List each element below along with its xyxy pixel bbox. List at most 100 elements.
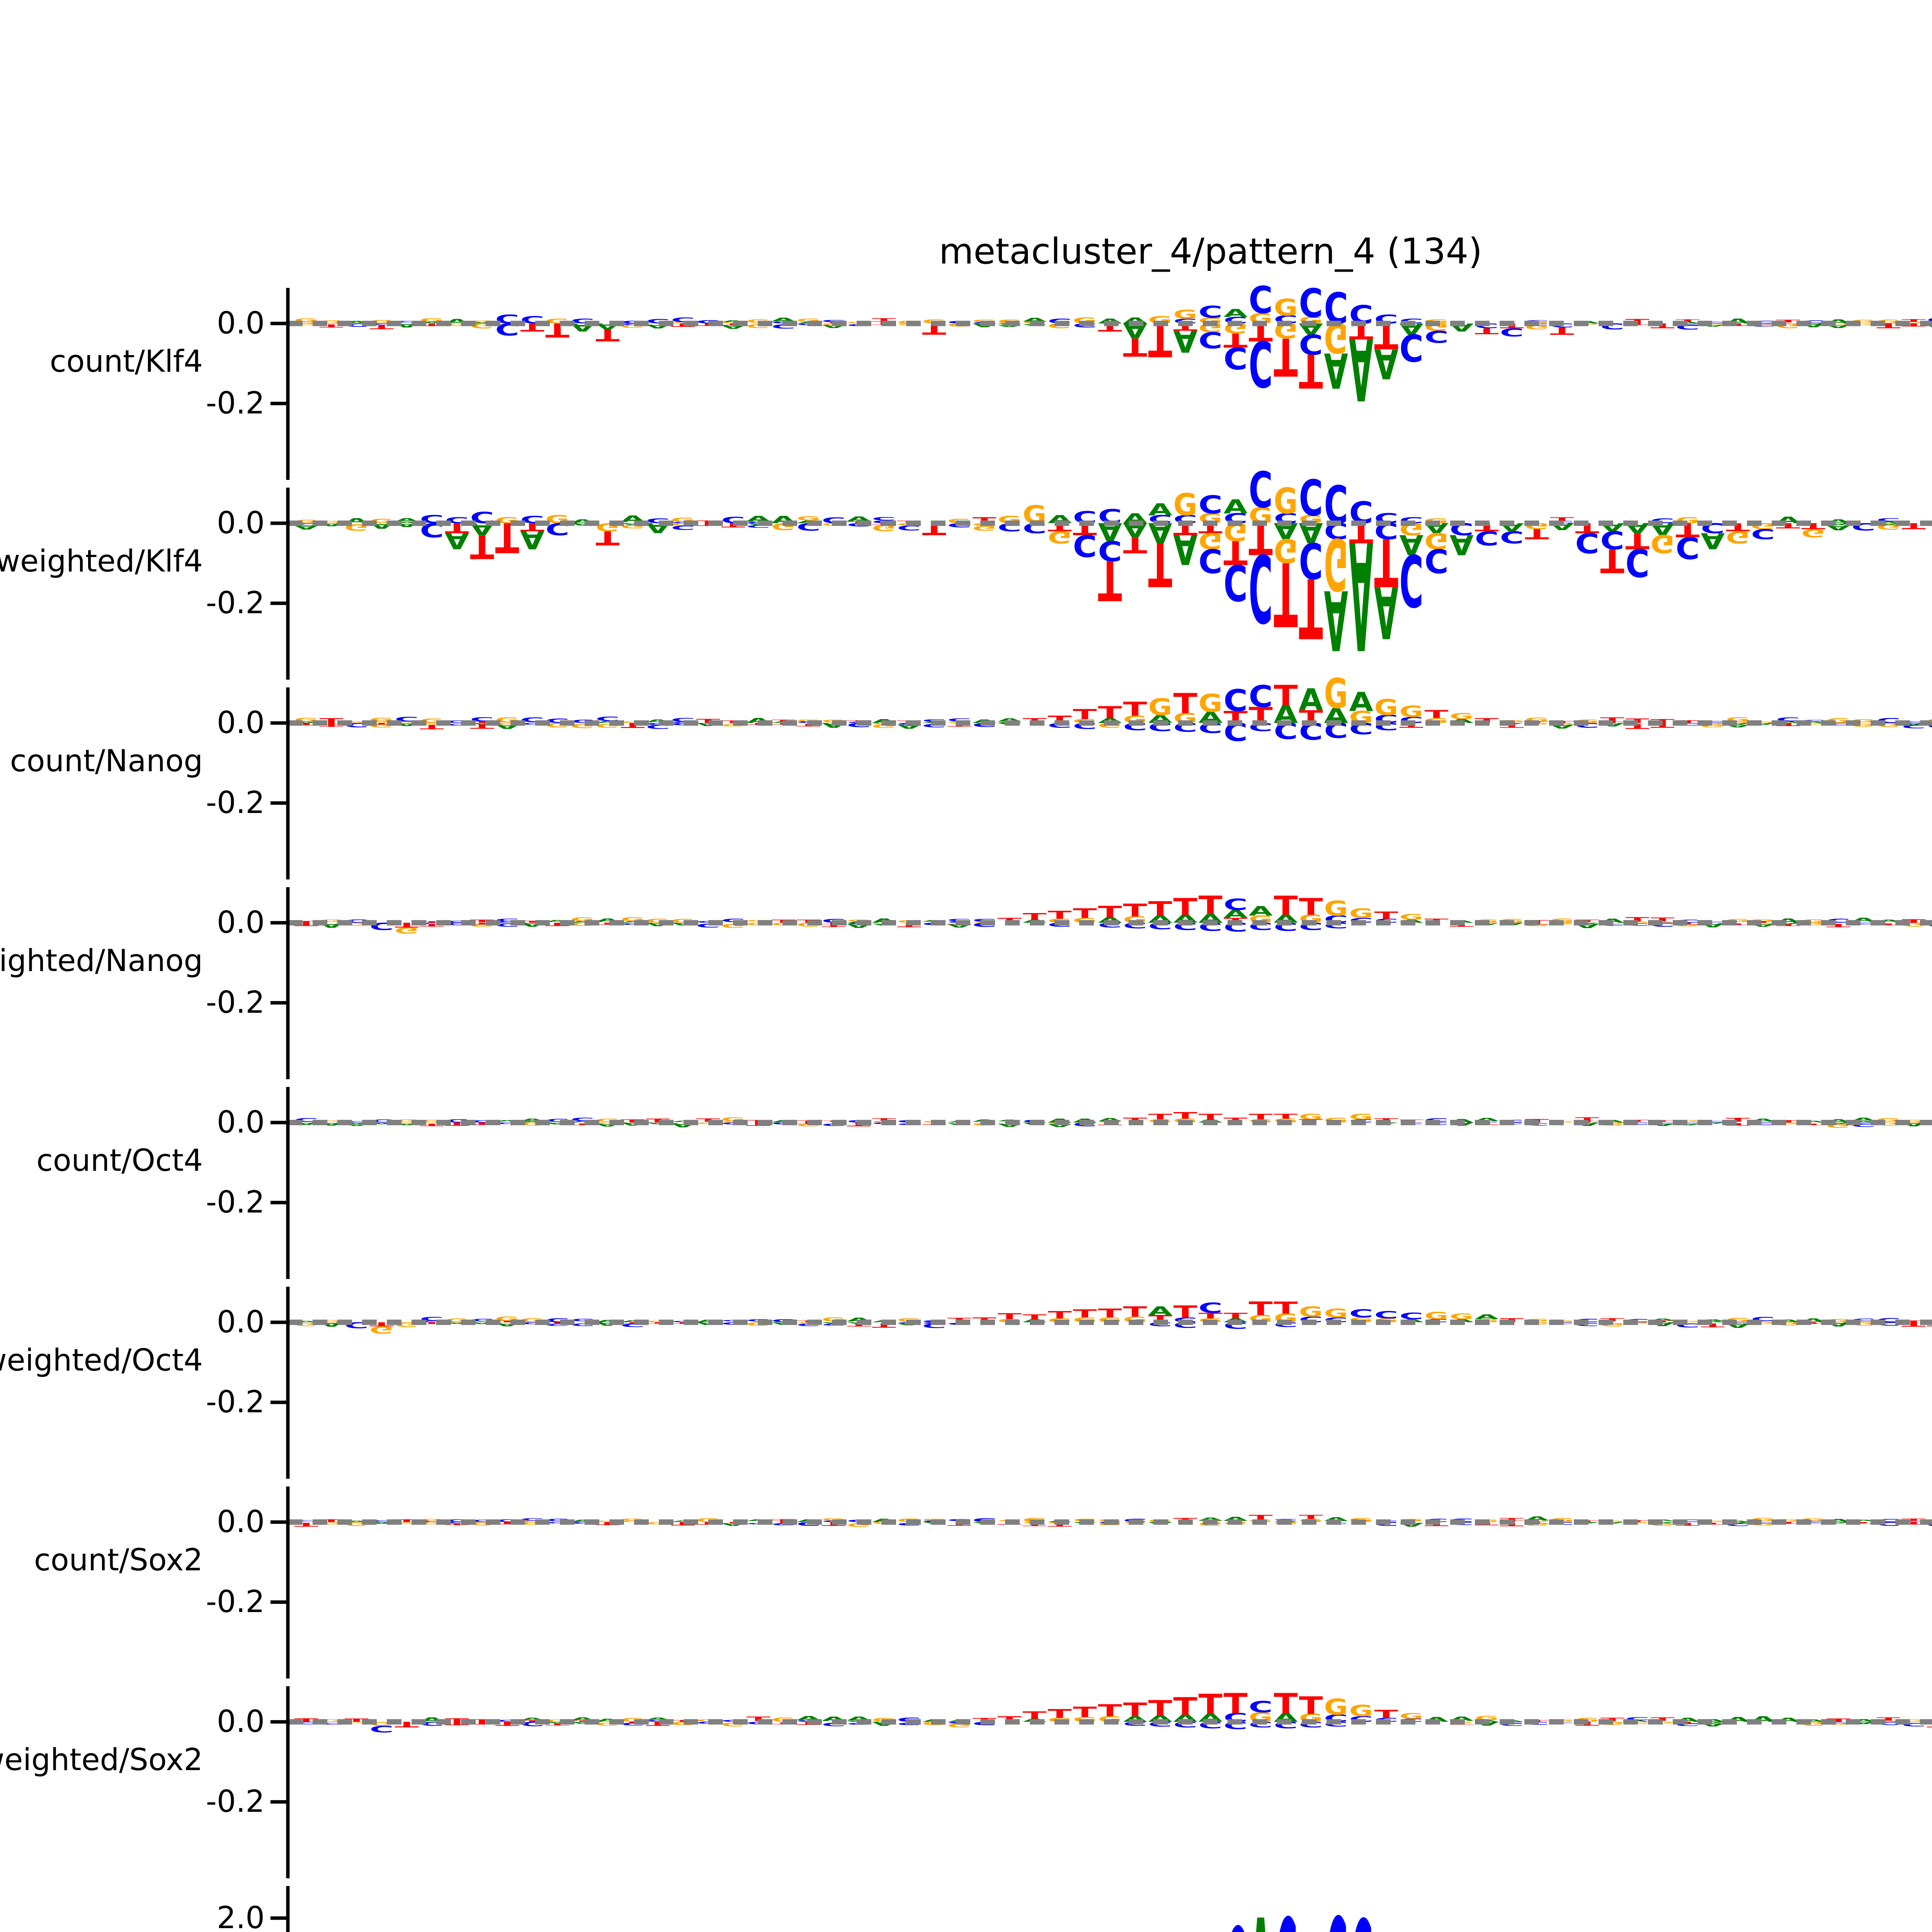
logo-letter-A: A <box>1827 1122 1850 1124</box>
logo-letter-C: C <box>671 721 695 723</box>
logo-letter-T: T <box>1073 1307 1097 1320</box>
logo-letter-A: A <box>1827 522 1850 526</box>
logo-letter-T: T <box>1299 344 1323 398</box>
logo-letter-C: C <box>495 1122 519 1124</box>
logo-letter-T: T <box>1626 528 1650 554</box>
logo-letter-G: G <box>646 1521 670 1525</box>
logo-letter-C: C <box>1299 531 1323 589</box>
logo-letter-G: G <box>1751 721 1775 723</box>
logo-letter-G: G <box>596 1122 620 1124</box>
logo-letter-T: T <box>495 513 520 561</box>
logo-letter-T: T <box>1751 921 1775 923</box>
logo-letter-G: G <box>345 1721 369 1723</box>
logo-letter-G: G <box>546 1719 570 1723</box>
logo-letter-G: G <box>1173 308 1197 322</box>
logo-letter-A: A <box>621 1122 645 1126</box>
panel-label-weighted-nanog: weighted/Nanog <box>0 944 203 978</box>
ytick-label: -0.2 <box>206 386 265 421</box>
logo-letter-A: A <box>571 522 595 526</box>
logo-letter-A: A <box>1701 1122 1725 1124</box>
logo-letter-T: T <box>1123 333 1148 362</box>
logo-letter-A: A <box>1751 923 1776 927</box>
logo-letter-G: G <box>1751 922 1775 925</box>
logo-letter-C: C <box>1274 1879 1298 1932</box>
logo-letter-A: A <box>395 722 419 727</box>
logo-letter-A: A <box>1651 1318 1675 1321</box>
logo-letter-C: C <box>370 1724 394 1734</box>
logo-letter-A: A <box>671 1520 695 1523</box>
logo-letter-T: T <box>1299 560 1323 655</box>
logo-letter-G: G <box>1902 1719 1926 1723</box>
logo-letter-T: T <box>1224 1688 1248 1719</box>
logo-letter-T: T <box>320 1519 344 1523</box>
logo-letter-T: T <box>1148 898 1172 920</box>
logo-letter-A: A <box>520 525 544 554</box>
logo-letter-G: G <box>696 1719 720 1723</box>
logo-letter-A: A <box>621 523 645 526</box>
logo-letter-T: T <box>395 1519 419 1523</box>
logo-letter-G: G <box>294 323 318 326</box>
logo-letter-C: C <box>1852 1122 1876 1124</box>
logo-letter-G: G <box>1324 522 1348 605</box>
ytick-label: -0.2 <box>206 1585 265 1620</box>
logo-letter-T: T <box>1801 1322 1825 1324</box>
logo-letter-T: T <box>596 922 620 925</box>
logo-letter-T: T <box>445 1523 469 1525</box>
logo-letter-C: C <box>470 1120 494 1123</box>
logo-letter-T: T <box>1299 1692 1323 1720</box>
logo-letter-C: C <box>1726 1522 1750 1527</box>
logo-letter-A: A <box>546 1122 570 1125</box>
logo-letter-A: A <box>1877 521 1901 524</box>
logo-letter-T: T <box>1048 908 1072 921</box>
logo-letter-G: G <box>1324 670 1348 718</box>
logo-letter-G: G <box>1801 527 1825 539</box>
logo-letter-C: C <box>1701 1121 1725 1123</box>
logo-letter-A: A <box>1852 1718 1876 1723</box>
logo-letter-G: G <box>621 721 645 723</box>
logo-letter-G: G <box>1801 922 1825 926</box>
logo-letter-C: C <box>1324 1878 1348 1932</box>
logo-letter-A: A <box>1827 1522 1850 1524</box>
logo-letter-C: C <box>1676 919 1700 924</box>
logo-letter-C: C <box>1299 281 1323 327</box>
logo-letter-G: G <box>1299 1304 1323 1320</box>
logo-letter-A: A <box>596 721 620 724</box>
logo-letter-T: T <box>1299 894 1323 920</box>
logo-letter-A: A <box>1701 1319 1725 1321</box>
logo-letter-A: A <box>571 1121 595 1123</box>
panel-label-weighted-sox2: weighted/Sox2 <box>0 1743 203 1777</box>
logo-letter-A: A <box>1148 1923 1173 1932</box>
logo-letter-A: A <box>1701 528 1725 553</box>
logo-letter-A: A <box>1801 721 1825 724</box>
logo-letter-A: A <box>1726 723 1750 726</box>
logo-letter-A: A <box>345 320 369 324</box>
logo-letter-G: G <box>1148 694 1172 721</box>
logo-letter-A: A <box>596 1123 620 1127</box>
logo-letter-T: T <box>1274 1112 1298 1120</box>
logo-letter-A: A <box>1374 340 1398 388</box>
logo-letter-T: T <box>1726 923 1750 925</box>
logo-letter-T: T <box>495 1521 519 1525</box>
logo-letter-T: T <box>1224 533 1248 571</box>
logo-letter-A: A <box>445 528 469 553</box>
logo-letter-A: A <box>1349 687 1374 717</box>
logo-letter-G: G <box>395 1521 419 1524</box>
logo-letter-T: T <box>696 520 720 524</box>
logo-letter-T: T <box>621 1322 645 1324</box>
logo-letter-C: C <box>294 1520 318 1522</box>
logo-letter-T: T <box>1098 1306 1122 1320</box>
logo-letter-T: T <box>1148 1112 1172 1121</box>
logo-letter-G: G <box>1450 1312 1474 1321</box>
logo-letter-G: G <box>370 1324 394 1335</box>
logo-letter-C: C <box>571 1318 595 1322</box>
logo-letter-G: G <box>294 321 318 324</box>
logo-letter-G: G <box>420 1119 444 1124</box>
logo-letter-G: G <box>520 1122 544 1126</box>
logo-letter-T: T <box>1676 1522 1700 1526</box>
logo-letter-G: G <box>1701 323 1725 325</box>
ytick-label: 0.0 <box>216 1105 265 1140</box>
logo-letter-A: A <box>294 1122 319 1126</box>
logo-letter-C: C <box>621 320 645 325</box>
logo-letter-G: G <box>1349 1112 1373 1121</box>
